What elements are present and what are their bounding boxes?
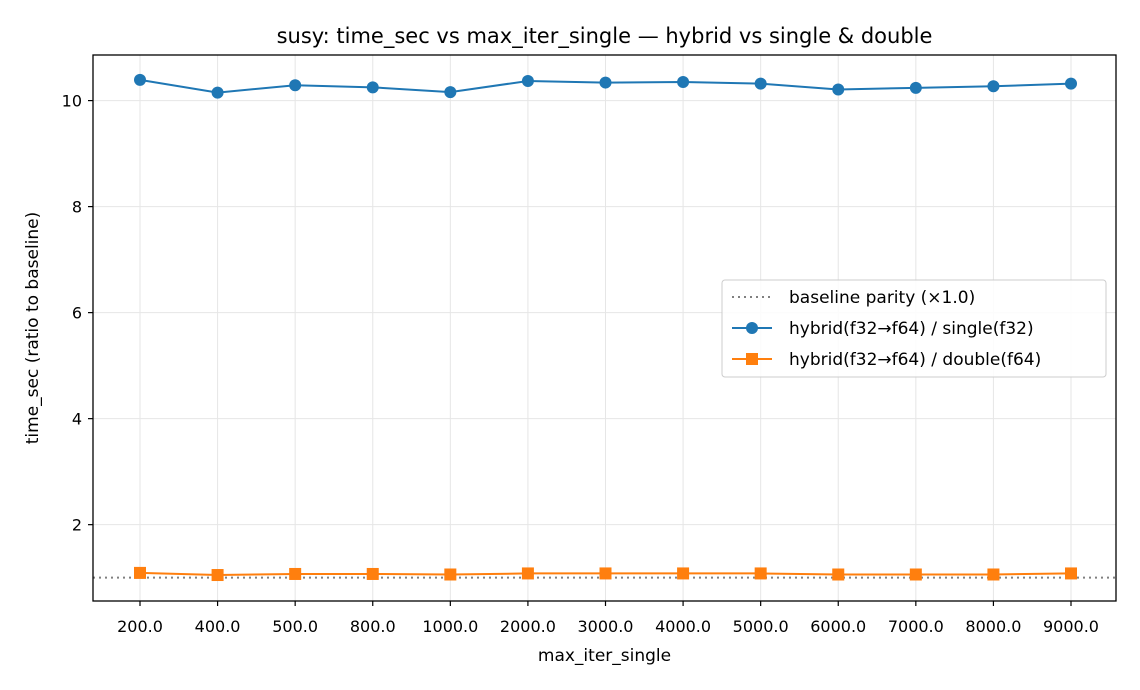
x-tick-label: 1000.0 (422, 617, 478, 636)
legend-label-baseline: baseline parity (×1.0) (789, 288, 975, 308)
x-tick-label: 9000.0 (1043, 617, 1099, 636)
data-point (599, 567, 612, 580)
legend-double-marker (746, 353, 758, 365)
y-axis-label: time_sec (ratio to baseline) (23, 212, 43, 445)
y-tick-label: 6 (72, 304, 82, 323)
data-point (366, 567, 379, 580)
data-point (211, 569, 224, 582)
y-tick-label: 2 (72, 516, 82, 535)
data-point (832, 568, 845, 581)
data-point (289, 79, 302, 92)
plot-frame (92, 54, 1117, 602)
y-axis: 2 4 6 8 10 (62, 92, 93, 535)
data-point (677, 567, 690, 580)
data-point (832, 83, 845, 96)
data-point (134, 566, 146, 579)
data-point (987, 568, 1000, 581)
legend-label-double: hybrid(f32→f64) / double(f64) (789, 350, 1041, 370)
legend-label-single: hybrid(f32→f64) / single(f32) (789, 319, 1034, 339)
x-tick-label: 4000.0 (655, 617, 711, 636)
data-point (677, 76, 690, 89)
data-point (909, 81, 922, 94)
x-tick-label: 200.0 (117, 617, 163, 636)
data-point (754, 77, 767, 90)
x-tick-label: 6000.0 (810, 617, 866, 636)
data-point (521, 74, 534, 87)
data-point (754, 567, 767, 580)
x-tick-label: 3000.0 (578, 617, 634, 636)
y-tick-label: 4 (72, 410, 82, 429)
x-axis: 200.0 400.0 500.0 800.0 1000.0 2000.0 3000.0 40… (117, 601, 1099, 636)
y-tick-label: 10 (62, 92, 82, 111)
data-point (211, 86, 224, 99)
data-point (909, 568, 922, 581)
x-tick-label: 800.0 (350, 617, 396, 636)
series-group (134, 73, 1077, 582)
x-tick-label: 8000.0 (965, 617, 1021, 636)
data-point (289, 567, 302, 580)
data-point (444, 568, 457, 581)
x-tick-label: 7000.0 (888, 617, 944, 636)
data-point (444, 86, 457, 99)
x-tick-label: 500.0 (272, 617, 318, 636)
x-tick-label: 2000.0 (500, 617, 556, 636)
data-point (366, 81, 379, 94)
data-point (987, 80, 1000, 93)
data-point (1065, 567, 1077, 580)
chart-title: susy: time_sec vs max_iter_single — hybr… (277, 24, 933, 49)
data-point (134, 73, 146, 86)
data-point (599, 76, 612, 89)
y-tick-label: 8 (72, 198, 82, 217)
x-tick-label: 5000.0 (733, 617, 789, 636)
data-point (1065, 77, 1077, 90)
legend-box (721, 279, 1107, 378)
x-tick-label: 400.0 (195, 617, 241, 636)
x-axis-label: max_iter_single (538, 646, 671, 666)
legend: baseline parity (×1.0) hybrid(f32→f64) /… (721, 279, 1107, 378)
data-point (521, 567, 534, 580)
legend-single-marker (746, 322, 758, 334)
